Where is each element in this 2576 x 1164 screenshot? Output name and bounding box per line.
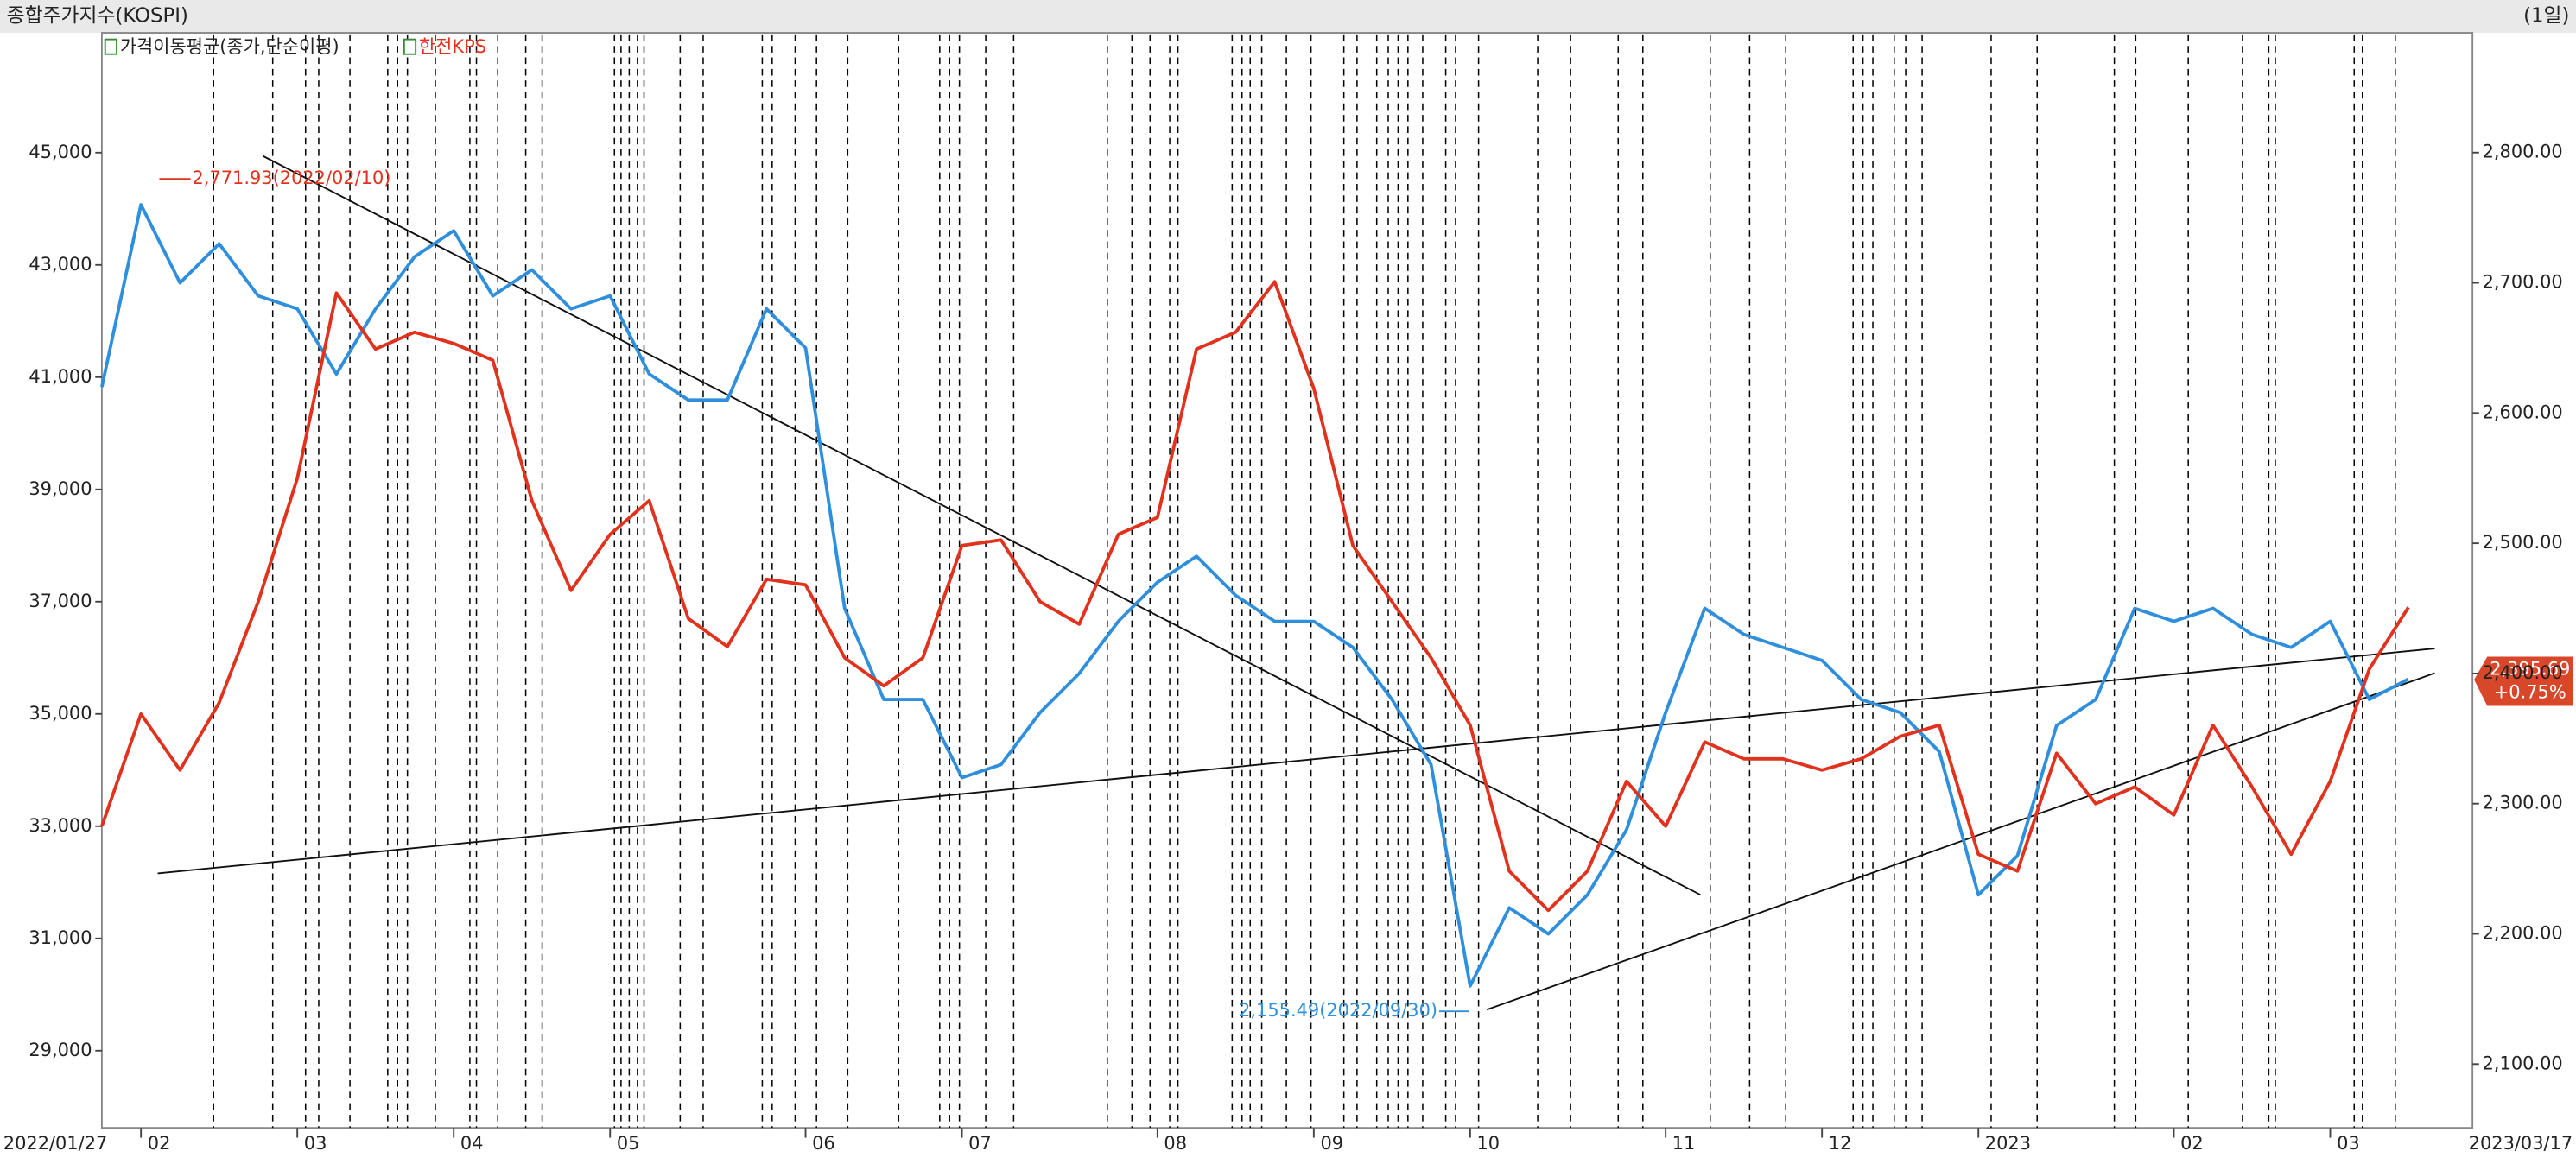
x-tick-label: 2022/01/27 bbox=[3, 1133, 108, 1154]
y2-tick-label: 2,800.00 bbox=[2483, 142, 2563, 162]
x-tick-label: 11 bbox=[1672, 1133, 1696, 1154]
legend-icon bbox=[104, 38, 117, 55]
legend-entry: 한전KPS bbox=[419, 36, 486, 57]
series-line bbox=[100, 203, 2409, 988]
change-label: +0.75% bbox=[2494, 681, 2566, 702]
x-tick-label: 2023/03/17 bbox=[2469, 1133, 2573, 1154]
x-tick-label: 06 bbox=[812, 1133, 835, 1154]
x-tick-label: 07 bbox=[968, 1133, 992, 1154]
x-tick-label: 04 bbox=[460, 1133, 484, 1154]
trend-line bbox=[262, 155, 1701, 896]
signal-lines bbox=[213, 34, 2396, 1129]
last-value-box bbox=[2474, 656, 2573, 706]
x-tick-label: 05 bbox=[617, 1133, 640, 1154]
header-bar bbox=[0, 0, 2576, 34]
y2-tick-label: 2,100.00 bbox=[2483, 1053, 2563, 1073]
trend-line bbox=[157, 648, 2435, 875]
series-lines bbox=[100, 203, 2410, 988]
y-tick-label: 31,000 bbox=[29, 927, 92, 948]
x-tick-label: 03 bbox=[2337, 1133, 2360, 1154]
x-tick-label: 08 bbox=[1164, 1133, 1187, 1154]
annotation: 2,771.93(2022/02/10) bbox=[193, 168, 391, 188]
x-tick-label: 12 bbox=[1829, 1133, 1852, 1154]
y-tick-label: 33,000 bbox=[29, 815, 92, 836]
legend-icon bbox=[403, 38, 417, 55]
y2-tick-label: 2,300.00 bbox=[2483, 793, 2563, 813]
plot-area bbox=[100, 32, 2474, 1129]
y2-tick-label: 2,500.00 bbox=[2483, 532, 2563, 553]
y2-tick-label: 2,600.00 bbox=[2483, 402, 2563, 422]
y-tick-label: 29,000 bbox=[29, 1040, 92, 1060]
y2-tick-label: 2,200.00 bbox=[2483, 922, 2563, 943]
last-value-label: 2,395.69 bbox=[2490, 659, 2570, 680]
legend-entry: 가격이동평균(종가,단순이평) bbox=[120, 36, 339, 57]
x-tick-label: 09 bbox=[1320, 1133, 1343, 1154]
y-tick-label: 43,000 bbox=[29, 254, 92, 275]
y2-tick-label: 2,700.00 bbox=[2483, 272, 2563, 293]
x-tick-label: 02 bbox=[148, 1133, 171, 1154]
y-tick-label: 39,000 bbox=[29, 478, 92, 499]
y-tick-label: 37,000 bbox=[29, 591, 92, 611]
series-line bbox=[100, 280, 2410, 913]
x-tick-label: 2023 bbox=[1985, 1133, 2031, 1154]
y2-tick-label: 2,400.00 bbox=[2483, 662, 2563, 683]
x-tick-label: 10 bbox=[1476, 1133, 1500, 1154]
y-tick-label: 41,000 bbox=[29, 366, 92, 387]
chart-title: 종합주가지수(KOSPI) bbox=[7, 5, 188, 28]
trend-line bbox=[1486, 672, 2435, 1011]
x-tick-label: 02 bbox=[2180, 1133, 2204, 1154]
x-tick-label: 03 bbox=[304, 1133, 327, 1154]
y-tick-label: 35,000 bbox=[29, 703, 92, 724]
annotation: 2,155.49(2022/09/30) bbox=[1239, 1000, 1437, 1021]
y-tick-label: 45,000 bbox=[29, 142, 92, 162]
period-label: (1일) bbox=[2523, 5, 2569, 28]
